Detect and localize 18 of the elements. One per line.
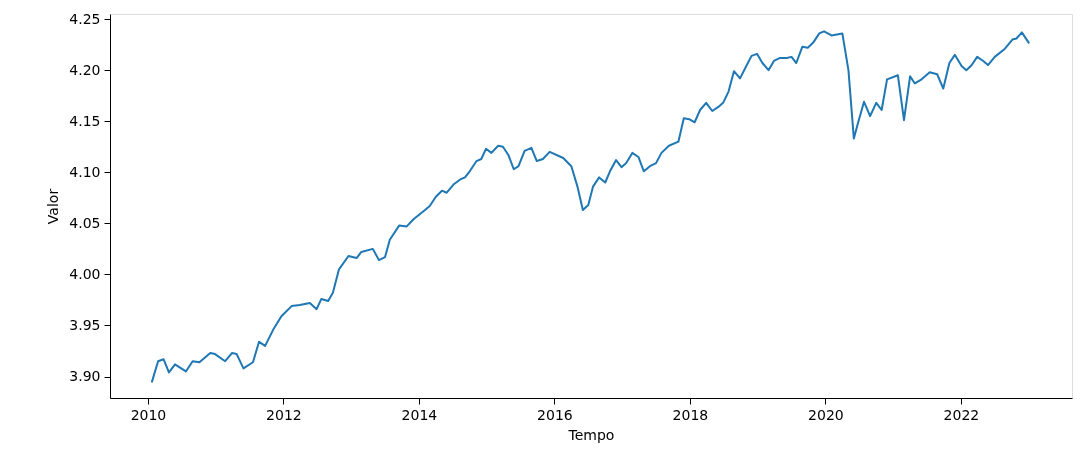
- line-series: [151, 30, 1030, 383]
- y-tick-label: 4.20: [69, 61, 101, 78]
- x-tick-label: 2014: [401, 406, 438, 423]
- x-axis-title: Tempo: [567, 426, 615, 443]
- y-tick-label: 4.05: [69, 214, 101, 231]
- y-tick-label: 3.90: [69, 368, 101, 385]
- y-tick-label: 4.00: [69, 265, 101, 282]
- x-tick-label: 2012: [266, 406, 302, 423]
- y-tick-label: 4.25: [69, 10, 101, 27]
- x-tick-label: 2022: [943, 406, 980, 423]
- x-tick-label: 2018: [672, 406, 709, 423]
- x-tick-label: 2020: [808, 406, 844, 423]
- x-tick-label: 2016: [537, 406, 573, 423]
- y-axis-title: Valor: [45, 188, 62, 225]
- y-tick-label: 4.15: [69, 112, 101, 129]
- x-tick-label: 2010: [130, 406, 167, 423]
- y-tick-label: 3.95: [69, 316, 101, 333]
- y-tick-label: 4.10: [69, 163, 101, 180]
